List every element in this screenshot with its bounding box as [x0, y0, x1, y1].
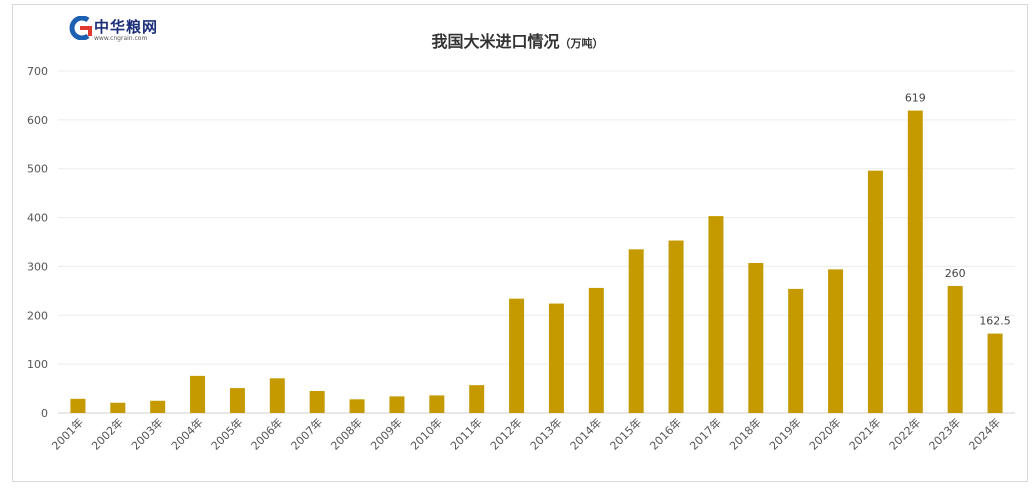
chart-unit: （万吨）	[559, 37, 604, 50]
data-label: 260	[945, 267, 966, 280]
y-tick-label: 500	[27, 163, 48, 176]
x-tick-label: 2002年	[88, 415, 125, 452]
y-tick-label: 200	[27, 309, 48, 322]
x-tick-label: 2011年	[447, 415, 484, 452]
logo: 中华粮网 www.cngrain.com	[68, 14, 178, 44]
data-label: 162.5	[979, 315, 1011, 328]
x-tick-label: 2013年	[527, 415, 564, 452]
bar	[588, 287, 604, 413]
x-tick-label: 2010年	[407, 415, 444, 452]
x-tick-label: 2024年	[966, 415, 1003, 452]
data-label: 619	[905, 92, 926, 105]
bar	[668, 240, 684, 413]
x-tick-label: 2003年	[128, 415, 165, 452]
x-tick-label: 2005年	[208, 415, 245, 452]
x-tick-label: 2022年	[886, 415, 923, 452]
bar	[190, 375, 206, 413]
chart-title: 我国大米进口情况（万吨）	[0, 28, 1035, 52]
y-tick-label: 400	[27, 212, 48, 225]
x-tick-label: 2008年	[328, 415, 365, 452]
x-tick-label: 2023年	[926, 415, 963, 452]
bar	[110, 402, 126, 413]
x-tick-label: 2014年	[567, 415, 604, 452]
bar	[867, 170, 883, 413]
bar	[349, 399, 365, 413]
x-tick-label: 2019年	[766, 415, 803, 452]
x-tick-label: 2001年	[49, 415, 86, 452]
bar	[907, 110, 923, 414]
logo-url: www.cngrain.com	[94, 35, 148, 42]
x-tick-label: 2018年	[726, 415, 763, 452]
bar	[309, 391, 325, 413]
logo-name: 中华粮网	[94, 18, 159, 36]
bar	[628, 249, 644, 413]
x-tick-label: 2012年	[487, 415, 524, 452]
bar	[229, 388, 245, 413]
bar	[509, 298, 525, 413]
bar	[389, 396, 405, 413]
x-tick-label: 2009年	[368, 415, 405, 452]
y-tick-label: 600	[27, 114, 48, 127]
bar	[828, 269, 844, 413]
bar	[150, 400, 166, 413]
y-tick-label: 100	[27, 358, 48, 371]
y-tick-label: 300	[27, 260, 48, 273]
bar	[708, 216, 724, 413]
cngrain-logo-icon	[69, 16, 92, 40]
bar	[429, 395, 445, 413]
bar	[269, 378, 285, 413]
bar	[788, 288, 804, 413]
y-tick-label: 0	[41, 407, 48, 420]
x-tick-label: 2021年	[846, 415, 883, 452]
x-tick-label: 2016年	[647, 415, 684, 452]
x-tick-label: 2017年	[687, 415, 724, 452]
x-tick-label: 2006年	[248, 415, 285, 452]
y-tick-label: 700	[27, 65, 48, 78]
bar	[987, 333, 1003, 413]
chart-title-text: 我国大米进口情况	[431, 32, 560, 51]
x-tick-label: 2020年	[806, 415, 843, 452]
x-tick-label: 2004年	[168, 415, 205, 452]
bar	[748, 263, 764, 413]
bar	[548, 303, 564, 413]
x-tick-label: 2015年	[607, 415, 644, 452]
x-tick-label: 2007年	[288, 415, 325, 452]
bar	[70, 398, 86, 413]
bar	[947, 285, 963, 413]
bar	[469, 385, 485, 413]
